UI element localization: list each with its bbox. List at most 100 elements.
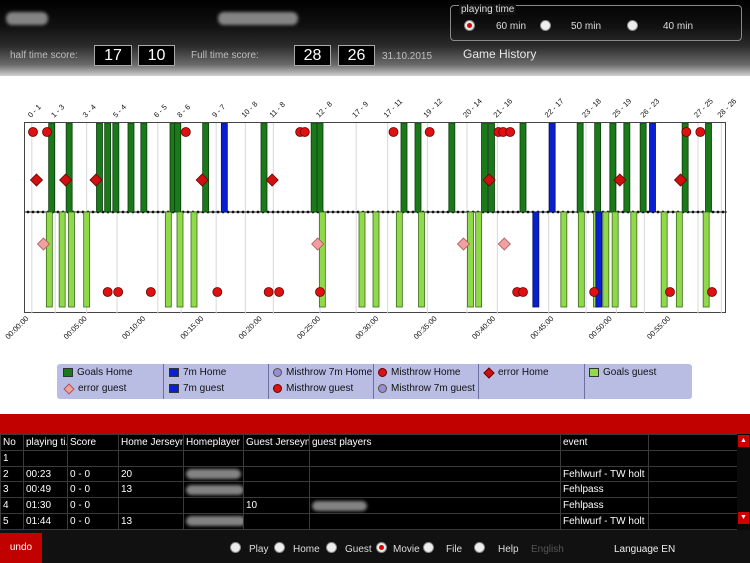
half-time-home-score[interactable]: 17 xyxy=(94,45,132,66)
score-label: 27 - 25 xyxy=(692,97,715,120)
misthrow-home-marker xyxy=(424,127,435,137)
table-cell: 13 xyxy=(118,481,184,499)
mode-file-radio[interactable] xyxy=(423,542,434,553)
score-label: 11 - 8 xyxy=(267,100,287,120)
legend-misthrow-guest: Misthrow guest xyxy=(273,383,353,394)
playing-time-60-radio[interactable] xyxy=(464,20,475,31)
table-header-bar xyxy=(0,414,750,434)
col-guest-players[interactable]: guest players xyxy=(309,434,561,451)
home-team-name-blurred xyxy=(6,12,48,25)
score-label: 22 - 17 xyxy=(543,97,566,120)
table-cell: 0 - 0 xyxy=(67,481,119,499)
7m-home-swatch xyxy=(169,368,179,377)
time-tick-label: 00:55:00 xyxy=(645,314,672,341)
table-row[interactable]: 200:230 - 020 Fehlwurf - TW holt B... xyxy=(0,465,738,483)
mode-help-radio[interactable] xyxy=(474,542,485,553)
col-no[interactable]: No xyxy=(0,434,24,451)
playing-time-40-label: 40 min xyxy=(663,21,694,32)
table-cell: 1 xyxy=(0,449,24,467)
goal-home-bar xyxy=(260,123,268,213)
time-tick-label: 00:40:00 xyxy=(470,314,497,341)
goal-guest-bar xyxy=(395,211,403,308)
undo-button[interactable]: undo xyxy=(0,533,42,563)
goal-guest-bar xyxy=(660,211,668,308)
table-row[interactable]: 4 01:30 0 - 0 10 Fehlpass xyxy=(0,497,738,515)
guest-team-name-blurred xyxy=(218,12,298,25)
col-event[interactable]: event xyxy=(560,434,649,451)
goal-home-bar xyxy=(519,123,527,213)
timeline-dot xyxy=(276,210,280,214)
error-guest-marker xyxy=(497,237,511,251)
table-cell: 10 xyxy=(243,497,310,515)
legend-misthrow-7m-home-label: Misthrow 7m Home xyxy=(286,367,373,378)
playing-time-50-radio[interactable] xyxy=(540,20,551,31)
playing-time-group: playing time 60 min 50 min 40 min xyxy=(450,4,742,41)
goal-home-bar xyxy=(174,123,182,213)
goal-home-bar xyxy=(448,123,456,213)
timeline-dot xyxy=(456,210,460,214)
col-score[interactable]: Score xyxy=(67,434,119,451)
timeline-dot xyxy=(711,210,715,214)
table-row[interactable]: 501:440 - 013 Fehlwurf - TW holt B... xyxy=(0,513,738,530)
table-cell: 4 xyxy=(0,497,24,515)
legend-7m-guest: 7m guest xyxy=(169,383,224,394)
timeline-dot xyxy=(151,210,155,214)
timeline-dot xyxy=(331,210,335,214)
table-cell: 20 xyxy=(118,465,184,483)
col-extra xyxy=(648,434,738,451)
game-history-link[interactable]: Game History xyxy=(463,47,537,61)
legend-misthrow-home-label: Misthrow Home xyxy=(391,367,461,378)
timeline-dot xyxy=(341,210,345,214)
col-home-jerseyno[interactable]: Home Jerseyno xyxy=(118,434,184,451)
timeline-dot xyxy=(31,210,35,214)
scroll-up-icon[interactable]: ▲ xyxy=(738,435,749,447)
mode-home-radio[interactable] xyxy=(274,542,285,553)
table-row[interactable]: 3 00:49 0 - 0 13 Fehlpass xyxy=(0,481,738,499)
table-cell: 01:44 xyxy=(23,513,68,530)
goal-home-bar xyxy=(488,123,495,213)
timeline-dot xyxy=(431,210,435,214)
language-hint: English xyxy=(531,544,564,555)
playing-time-40-radio[interactable] xyxy=(627,20,638,31)
mode-guest-radio[interactable] xyxy=(326,542,337,553)
table-row[interactable]: 1 xyxy=(0,449,738,467)
timeline-dot xyxy=(721,210,725,214)
misthrow-home-marker xyxy=(681,127,692,137)
half-time-guest-score[interactable]: 10 xyxy=(138,45,175,66)
table-cell xyxy=(309,481,561,499)
misthrow-home-marker xyxy=(42,127,52,137)
col-playing-time[interactable]: playing ti... xyxy=(23,434,68,451)
table-cell xyxy=(560,449,649,467)
timeline-dot xyxy=(571,210,575,214)
goal-home-bar xyxy=(202,123,210,213)
goal-guest-bar xyxy=(372,211,380,308)
misthrow-home-marker xyxy=(388,127,399,137)
score-label: 9 - 7 xyxy=(210,102,227,119)
error-guest-marker xyxy=(311,237,325,251)
goal-home-bar xyxy=(481,123,488,213)
table-cell xyxy=(309,465,561,483)
misthrow-7m-home-swatch xyxy=(273,368,282,377)
scroll-down-icon[interactable]: ▼ xyxy=(738,512,749,524)
col-guest-jerseyno[interactable]: Guest Jerseyno xyxy=(243,434,310,451)
timeline-dot xyxy=(511,210,515,214)
timeline-dot xyxy=(146,210,150,214)
score-label: 12 - 8 xyxy=(314,99,334,119)
goal-home-bar xyxy=(316,123,324,213)
full-time-home-score[interactable]: 28 xyxy=(294,45,331,66)
timeline-dot xyxy=(281,210,285,214)
misthrow-guest-marker xyxy=(113,287,124,297)
goal-home-bar xyxy=(112,123,120,213)
misthrow-home-marker xyxy=(28,127,38,137)
table-cell xyxy=(118,449,184,467)
timeline-dot xyxy=(161,210,165,214)
language-selector[interactable]: Language EN xyxy=(614,544,676,555)
mode-movie-radio[interactable] xyxy=(376,542,387,553)
col-homeplayer[interactable]: Homeplayer xyxy=(183,434,244,451)
timeline-dot xyxy=(636,210,640,214)
full-time-guest-score[interactable]: 26 xyxy=(338,45,375,66)
misthrow-guest-swatch xyxy=(273,384,282,393)
table-scrollbar[interactable]: ▲ ▼ xyxy=(737,434,750,530)
mode-play-radio[interactable] xyxy=(230,542,241,553)
timeline-dot xyxy=(286,210,290,214)
